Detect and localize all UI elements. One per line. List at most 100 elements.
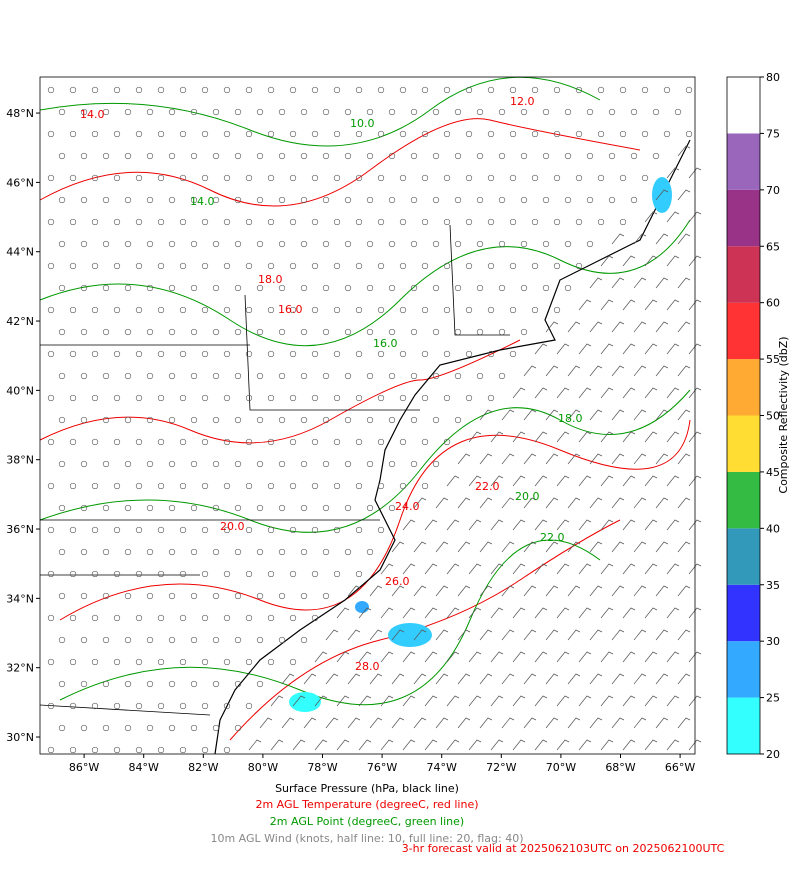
calm-wind-symbol (278, 240, 286, 248)
calm-wind-symbol (278, 152, 286, 160)
wind-barb (666, 387, 680, 399)
calm-wind-symbol (586, 152, 594, 160)
wind-barb (688, 431, 702, 443)
calm-wind-symbol (124, 460, 132, 468)
wind-barb (325, 629, 339, 641)
wind-barb (413, 541, 427, 553)
calm-wind-symbol (531, 262, 539, 270)
calm-wind-symbol (80, 548, 88, 556)
calm-wind-symbol (575, 262, 583, 270)
wind-barb (501, 585, 515, 597)
calm-wind-symbol (498, 328, 506, 336)
wind-barb (336, 651, 350, 663)
calm-wind-symbol (619, 218, 627, 226)
calm-wind-symbol (223, 438, 231, 446)
calm-wind-symbol (91, 350, 99, 358)
calm-wind-symbol (542, 108, 550, 116)
calm-wind-symbol (245, 262, 253, 270)
y-tick-label: 48°N (6, 107, 34, 120)
calm-wind-symbol (58, 680, 66, 688)
calm-wind-symbol (531, 86, 539, 94)
dewpoint-label: 22.0 (540, 531, 565, 544)
calm-wind-symbol (201, 570, 209, 578)
calm-wind-symbol (322, 284, 330, 292)
caption: 10m AGL Wind (knots, half line: 10, full… (210, 832, 523, 845)
calm-wind-symbol (179, 394, 187, 402)
calm-wind-symbol (201, 526, 209, 534)
calm-wind-symbol (619, 130, 627, 138)
wind-barb (259, 717, 273, 729)
calm-wind-symbol (223, 86, 231, 94)
wind-barb (325, 717, 339, 729)
wind-barb (512, 695, 526, 707)
calm-wind-symbol (443, 130, 451, 138)
temperature-contour (229, 519, 621, 741)
calm-wind-symbol (344, 548, 352, 556)
calm-wind-symbol (311, 438, 319, 446)
calm-wind-symbol (157, 526, 165, 534)
calm-wind-symbol (575, 86, 583, 94)
calm-wind-symbol (410, 416, 418, 424)
calm-wind-symbol (421, 394, 429, 402)
wind-barb (688, 563, 702, 575)
calm-wind-symbol (542, 152, 550, 160)
calm-wind-symbol (113, 394, 121, 402)
calm-wind-symbol (520, 240, 528, 248)
calm-wind-symbol (212, 592, 220, 600)
calm-wind-symbol (146, 636, 154, 644)
calm-wind-symbol (300, 284, 308, 292)
colorbar-segment (727, 246, 760, 303)
wind-barb (611, 717, 625, 729)
calm-wind-symbol (201, 218, 209, 226)
calm-wind-symbol (487, 174, 495, 182)
calm-wind-symbol (685, 86, 693, 94)
wind-barb (402, 563, 416, 575)
wind-barb (369, 629, 383, 641)
wind-barb (479, 585, 493, 597)
wind-barb (688, 167, 702, 179)
wind-barb (633, 541, 647, 553)
calm-wind-symbol (476, 240, 484, 248)
wind-barb (622, 255, 636, 267)
calm-wind-symbol (157, 394, 165, 402)
calm-wind-symbol (69, 570, 77, 578)
calm-wind-symbol (575, 174, 583, 182)
calm-wind-symbol (267, 174, 275, 182)
calm-wind-symbol (234, 108, 242, 116)
wind-barb (589, 277, 603, 289)
calm-wind-symbol (190, 504, 198, 512)
wind-barb (512, 739, 526, 751)
calm-wind-symbol (146, 328, 154, 336)
calm-wind-symbol (234, 724, 242, 732)
wind-barb (303, 673, 317, 685)
calm-wind-symbol (47, 614, 55, 622)
calm-wind-symbol (124, 240, 132, 248)
calm-wind-symbol (597, 218, 605, 226)
wind-barb (655, 497, 669, 509)
calm-wind-symbol (245, 658, 253, 666)
calm-wind-symbol (311, 482, 319, 490)
wind-barb (556, 651, 570, 663)
calm-wind-symbol (399, 306, 407, 314)
wind-barb (677, 365, 691, 377)
wind-barb (545, 585, 559, 597)
calm-wind-symbol (234, 592, 242, 600)
calm-wind-symbol (487, 350, 495, 358)
calm-wind-symbol (443, 350, 451, 358)
calm-wind-symbol (146, 284, 154, 292)
calm-wind-symbol (102, 636, 110, 644)
calm-wind-symbol (102, 372, 110, 380)
wind-barb (413, 497, 427, 509)
calm-wind-symbol (256, 416, 264, 424)
wind-barb (633, 277, 647, 289)
wind-barb (622, 695, 636, 707)
wind-barb (567, 453, 581, 465)
wind-barb (611, 321, 625, 333)
wind-barb (611, 365, 625, 377)
colorbar-segment (727, 189, 760, 247)
calm-wind-symbol (201, 746, 209, 754)
wind-barb (644, 695, 658, 707)
calm-wind-symbol (300, 504, 308, 512)
dewpoint-label: 20.0 (515, 490, 540, 503)
calm-wind-symbol (267, 350, 275, 358)
